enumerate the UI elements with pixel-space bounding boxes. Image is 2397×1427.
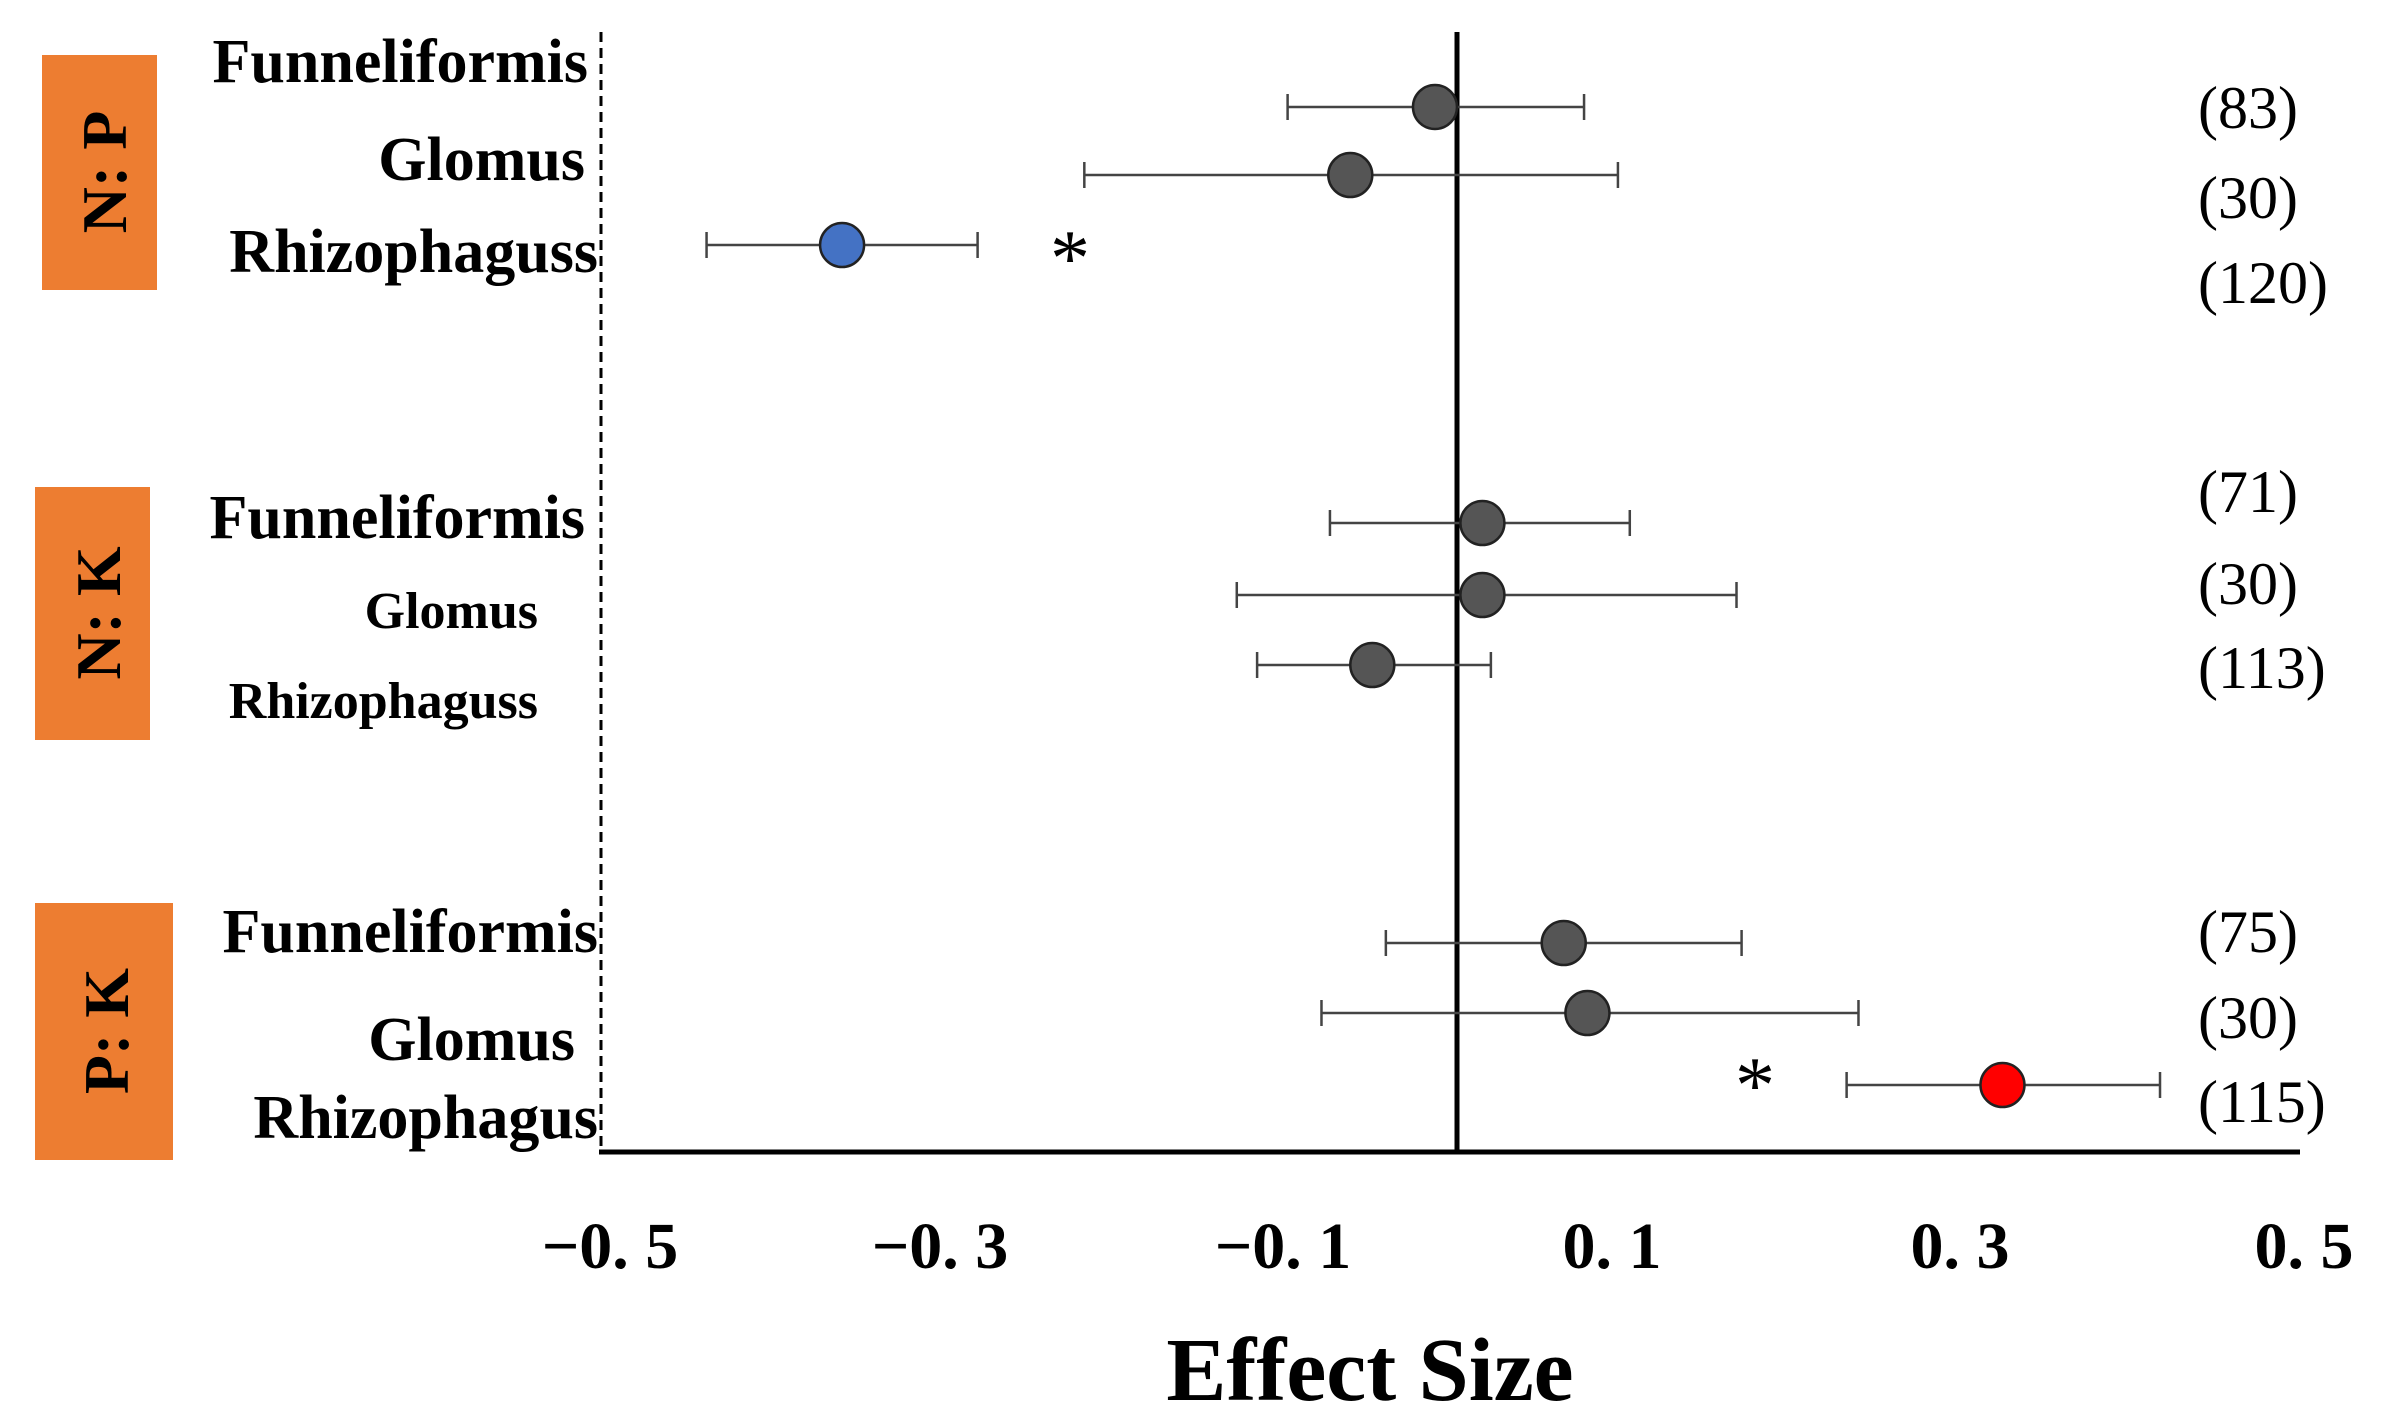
row-label-nk-rhizophaguss: Rhizophaguss <box>229 673 538 730</box>
group-box-pk-bg <box>35 903 173 1160</box>
x-tick-label: 0. 5 <box>2255 1210 2354 1283</box>
sig-star-pk-rhizophagus: * <box>1735 1042 1775 1130</box>
group-box-nk-bg <box>35 487 150 740</box>
row-label-pk-funneliformis: Funneliformis <box>223 898 598 966</box>
row-label-pk-rhizophagus: Rhizophagus <box>253 1084 598 1152</box>
x-tick-label: −0. 5 <box>542 1210 679 1283</box>
x-tick-label: 0. 3 <box>1911 1210 2010 1283</box>
n-label-pk-rhizophagus: (115) <box>2198 1069 2326 1135</box>
n-label-pk-glomus: (30) <box>2198 985 2298 1051</box>
row-label-np-glomus: Glomus <box>378 126 585 194</box>
group-label-pk: P: K <box>71 968 142 1094</box>
n-label-nk-rhizophaguss: (113) <box>2198 635 2326 701</box>
point-pk-rhizophagus <box>1979 1061 2026 1109</box>
group-label-nk: N: K <box>63 546 134 680</box>
group-box-np: N: P <box>42 55 157 290</box>
n-label-pk-funneliformis: (75) <box>2198 899 2298 965</box>
point-np-funneliformis <box>1411 83 1459 131</box>
data-marks <box>705 83 2162 1109</box>
group-label-np: N: P <box>69 111 140 234</box>
x-axis-title: Effect Size <box>1166 1321 1573 1420</box>
sig-star-np-rhizophaguss: * <box>1050 215 1090 303</box>
point-nk-glomus <box>1459 571 1506 619</box>
point-pk-funneliformis <box>1540 919 1587 967</box>
point-np-rhizophaguss <box>818 221 866 269</box>
n-label-np-rhizophaguss: (120) <box>2198 250 2328 316</box>
row-label-nk-funneliformis: Funneliformis <box>210 484 585 552</box>
row-label-pk-glomus: Glomus <box>368 1006 575 1074</box>
group-box-pk: P: K <box>35 903 173 1160</box>
row-label-nk-glomus: Glomus <box>365 583 538 640</box>
group-box-np-bg <box>42 55 157 290</box>
n-label-np-funneliformis: (83) <box>2198 75 2298 141</box>
x-tick-label: 0. 1 <box>1563 1210 1662 1283</box>
row-label-np-rhizophaguss: Rhizophaguss <box>229 218 598 286</box>
point-nk-rhizophaguss <box>1349 641 1396 689</box>
group-box-nk: N: K <box>35 487 150 740</box>
n-label-nk-glomus: (30) <box>2198 551 2298 617</box>
row-label-np-funneliformis: Funneliformis <box>213 28 588 96</box>
n-label-np-glomus: (30) <box>2198 165 2298 231</box>
x-tick-label: −0. 3 <box>872 1210 1009 1283</box>
n-label-nk-funneliformis: (71) <box>2198 459 2298 525</box>
x-tick-label: −0. 1 <box>1215 1210 1352 1283</box>
point-np-glomus <box>1327 151 1374 199</box>
point-nk-funneliformis <box>1459 499 1506 547</box>
point-pk-glomus <box>1564 989 1611 1037</box>
